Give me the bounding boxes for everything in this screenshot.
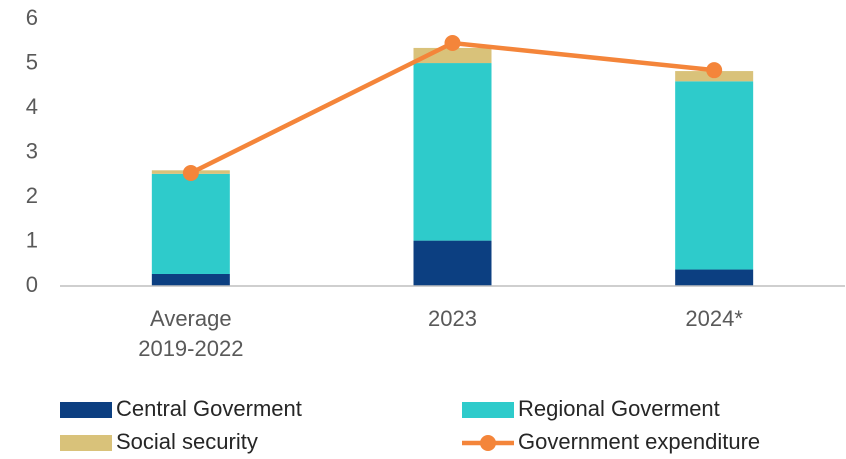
legend-label: Regional Goverment (518, 396, 720, 421)
legend-marker (480, 435, 496, 451)
bar-segment (151, 273, 230, 286)
bar-segment (413, 63, 492, 241)
y-tick-label: 5 (26, 49, 38, 74)
x-tick-label: 2023 (428, 306, 477, 331)
legend-swatch (462, 402, 514, 418)
x-tick-label: 2024* (685, 306, 743, 331)
x-tick-label: Average (150, 306, 232, 331)
line-marker (706, 62, 723, 79)
bar-segment (151, 173, 230, 274)
line-marker (444, 35, 461, 52)
y-tick-label: 3 (26, 138, 38, 163)
y-tick-label: 0 (26, 272, 38, 297)
bar-segment (413, 240, 492, 286)
bar-segment (675, 81, 754, 270)
legend-swatch (60, 435, 112, 451)
bar-segment (675, 269, 754, 286)
legend-label: Central Goverment (116, 396, 302, 421)
y-tick-label: 2 (26, 183, 38, 208)
legend-label: Social security (116, 429, 258, 454)
y-tick-label: 1 (26, 227, 38, 252)
x-tick-label: 2019-2022 (138, 336, 243, 361)
legend-label: Government expenditure (518, 429, 760, 454)
legend-swatch (60, 402, 112, 418)
line-marker (182, 164, 199, 181)
y-tick-label: 6 (26, 5, 38, 30)
y-tick-label: 4 (26, 94, 38, 119)
